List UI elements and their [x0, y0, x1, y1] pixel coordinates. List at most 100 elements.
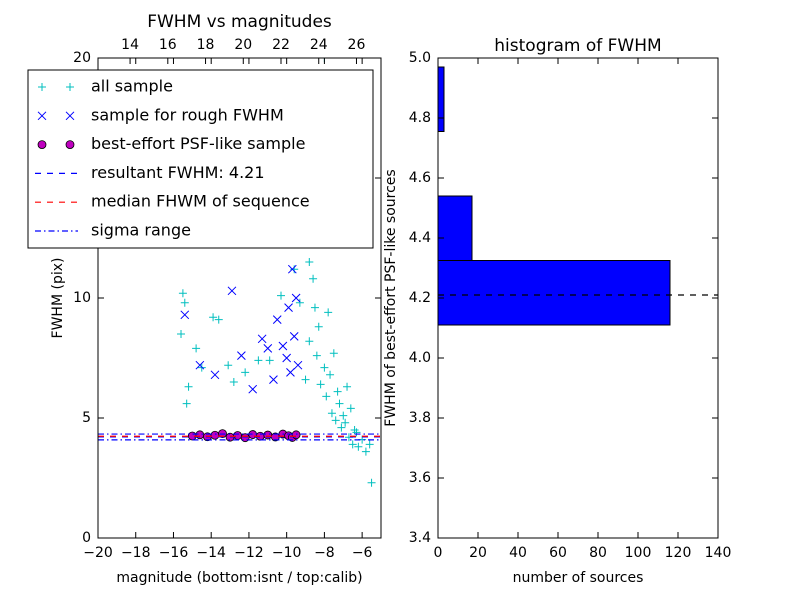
point	[352, 428, 361, 437]
point	[354, 442, 363, 451]
point	[265, 356, 274, 365]
point	[291, 293, 301, 303]
point	[348, 440, 357, 449]
chart-title: histogram of FWHM	[494, 36, 661, 56]
point	[263, 344, 273, 353]
point	[240, 433, 250, 443]
plot-area	[98, 58, 381, 487]
x-tick-label: 80	[589, 545, 607, 561]
x-tick-label: 120	[665, 545, 692, 561]
legend-marker	[66, 83, 74, 91]
point	[210, 430, 220, 440]
point	[195, 360, 205, 370]
x2-tick-label: 16	[159, 37, 177, 53]
y-axis-label: FWHM of best-effort PSF-like sources	[383, 169, 399, 426]
point	[182, 399, 191, 408]
point	[278, 341, 288, 351]
legend-marker	[65, 140, 75, 150]
point	[312, 351, 321, 360]
y-tick-label: 20	[73, 50, 91, 66]
y-tick-label: 3.8	[409, 410, 431, 426]
legend-label: all sample	[91, 77, 173, 96]
y-tick-label: 5	[82, 410, 91, 426]
point	[333, 387, 342, 396]
x2-tick-label: 22	[272, 37, 290, 53]
point	[210, 370, 220, 380]
point	[178, 289, 187, 298]
legend-label: best-effort PSF-like sample	[91, 134, 305, 153]
point	[248, 384, 258, 394]
point	[295, 298, 304, 307]
point	[180, 298, 189, 307]
legend-label: median FHWM of sequence	[91, 192, 310, 211]
x-tick-label: −16	[159, 545, 189, 561]
point	[282, 353, 292, 363]
x-tick-label: −10	[272, 545, 302, 561]
y-tick-label: 5.0	[409, 50, 431, 66]
plot-area	[438, 66, 718, 326]
x-tick-label: 140	[705, 545, 732, 561]
point	[192, 344, 201, 353]
x-tick-label: −14	[196, 545, 226, 561]
point	[322, 392, 331, 401]
point	[305, 337, 314, 346]
x-tick-label: −20	[83, 545, 113, 561]
point	[320, 363, 329, 372]
point	[209, 313, 218, 322]
point	[184, 382, 193, 391]
legend-marker	[65, 111, 75, 121]
x-tick-label: 0	[434, 545, 443, 561]
point	[289, 332, 299, 341]
y-tick-label: 4.8	[409, 110, 431, 126]
point	[287, 264, 297, 274]
y-tick-label: 10	[73, 290, 91, 306]
point	[269, 375, 278, 384]
point	[257, 334, 267, 344]
point	[229, 378, 238, 386]
point	[180, 310, 190, 320]
point	[290, 265, 299, 274]
y-tick-label: 0	[82, 530, 91, 546]
x-tick-label: 20	[469, 545, 487, 561]
point	[272, 315, 282, 324]
legend-label: resultant FWHM: 4.21	[91, 163, 265, 182]
point	[237, 351, 246, 360]
point	[301, 375, 310, 384]
x-tick-label: 60	[549, 545, 567, 561]
x2-tick-label: 24	[310, 37, 328, 53]
x2-tick-label: 14	[121, 37, 139, 53]
point	[331, 416, 340, 425]
legend-label: sample for rough FWHM	[91, 105, 284, 124]
point	[341, 418, 350, 427]
x2-tick-label: 20	[234, 37, 252, 53]
point	[327, 409, 336, 418]
x-axis-label: magnitude (bottom:isnt / top:calib)	[116, 570, 362, 586]
y-tick-label: 3.4	[409, 530, 431, 546]
legend-label: sigma range	[91, 221, 191, 240]
legend-marker	[37, 111, 47, 121]
axes-frame	[437, 57, 719, 539]
point	[291, 430, 301, 440]
chart-title: FWHM vs magnitudes	[147, 12, 332, 32]
point	[286, 368, 295, 377]
legend-marker	[37, 140, 47, 150]
point	[337, 423, 346, 432]
x-tick-label: −18	[121, 545, 151, 561]
point	[284, 303, 293, 312]
point	[233, 431, 243, 440]
point	[343, 382, 352, 391]
bar	[438, 195, 473, 261]
x2-tick-label: 18	[197, 37, 215, 53]
point	[316, 380, 325, 389]
point	[310, 303, 319, 312]
point	[195, 430, 205, 440]
point	[329, 349, 338, 358]
legend-box	[27, 69, 374, 249]
legend-marker	[38, 83, 46, 91]
x-tick-label: 40	[509, 545, 527, 561]
axes-frame	[97, 57, 382, 539]
point	[177, 330, 186, 338]
point	[365, 440, 374, 449]
bar	[438, 66, 445, 132]
y-tick-label: 4.0	[409, 350, 431, 366]
